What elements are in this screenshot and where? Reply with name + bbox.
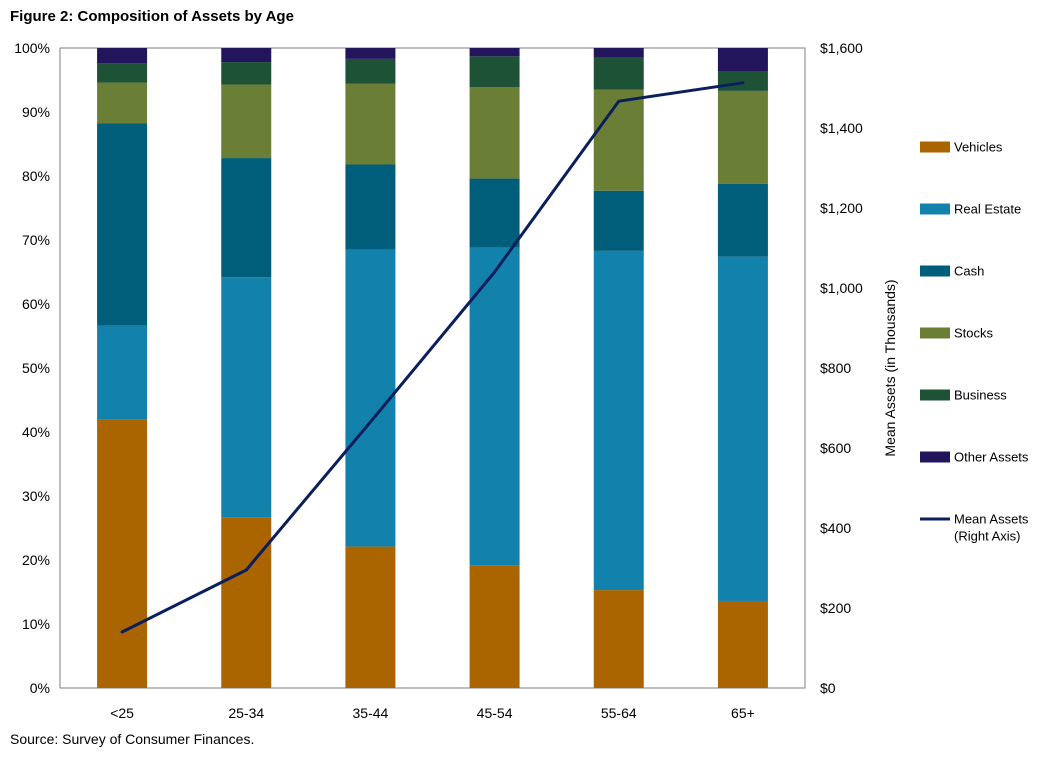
y2-tick-label: $800 [820,360,851,376]
bar-segment-vehicles [469,565,520,688]
bar-segment-vehicles [221,517,272,688]
y2-tick-label: $1,600 [820,40,863,56]
legend-swatch-other-assets [920,451,950,463]
x-axis: <25 25-34 35-44 45-54 55-64 65+ [110,705,755,721]
bar-segment-stocks [469,87,520,179]
bar-segment-stocks [593,89,644,191]
y2-tick-label: $400 [820,520,851,536]
legend-swatch-business [920,389,950,401]
y-tick-label: 10% [22,616,50,632]
bar-segment-cash [593,190,644,251]
bar-segment-other-assets [345,48,396,59]
bar-segment-real-estate [221,277,272,518]
y-tick-label: 40% [22,424,50,440]
bar-segment-business [345,58,396,84]
x-tick-label: 35-44 [353,705,389,721]
plot-area-border [59,47,806,689]
bar-segment-cash [717,183,768,257]
bar-segment-real-estate [593,250,644,591]
legend-swatch-cash [920,265,950,277]
bar-segment-vehicles [97,419,148,688]
legend-swatch-stocks [920,327,950,339]
legend-swatch-real-estate [920,203,950,215]
y2-axis-label: Mean Assets (in Thousands) [882,279,898,456]
y-tick-label: 70% [22,232,50,248]
chart-title: Figure 2: Composition of Assets by Age [10,8,294,25]
mean-assets-point [493,270,497,274]
y2-tick-label: $1,200 [820,200,863,216]
bar-segment-other-assets [593,48,644,58]
y-tick-label: 30% [22,488,50,504]
legend-label-vehicles: Vehicles [954,140,1003,155]
x-tick-label: 45-54 [477,705,513,721]
mean-assets-point [368,420,372,424]
legend-label-real-estate: Real Estate [954,202,1021,217]
mean-assets-point [244,568,248,572]
y-tick-label: 50% [22,360,50,376]
legend: Vehicles Real Estate Cash Stocks Business Oth… [920,140,1029,544]
chart-source: Source: Survey of Consumer Finances. [10,731,255,747]
bar-segment-business [469,56,520,88]
bar-segment-vehicles [717,600,768,688]
bar-segment-business [97,63,148,83]
x-tick-label: 65+ [731,705,755,721]
bar-segment-cash [221,158,272,278]
legend-label-stocks: Stocks [954,326,994,341]
y2-tick-label: $0 [820,680,836,696]
legend-label-business: Business [954,388,1007,403]
bar-segment-business [221,62,272,85]
mean-assets-point [120,630,124,634]
bar-segment-stocks [97,82,148,124]
y-tick-label: 80% [22,168,50,184]
bar-segment-real-estate [97,325,148,420]
mean-assets-line [121,81,744,634]
left-axis: 0% 10% 20% 30% 40% 50% 60% 70% 80% 90% 100% [14,40,50,696]
bar-segment-business [717,71,768,91]
mean-assets-point [741,81,745,85]
bar-segment-other-assets [97,48,148,64]
bar-segment-vehicles [345,546,396,688]
legend-label-mean-assets: (Right Axis) [954,529,1020,544]
y2-tick-label: $1,400 [820,120,863,136]
y2-tick-label: $200 [820,600,851,616]
x-tick-label: 25-34 [228,705,264,721]
right-axis: $0 $200 $400 $600 $800 $1,000 $1,200 $1,400 $1,6… [820,40,863,696]
bar-segment-stocks [717,90,768,184]
bar-segment-real-estate [717,256,768,601]
legend-label-other-assets: Other Assets [954,450,1029,465]
bar-segment-real-estate [469,247,520,566]
bar-segment-other-assets [717,48,768,72]
y-tick-label: 100% [14,40,50,56]
mean-assets-point [617,99,621,103]
x-tick-label: <25 [110,705,134,721]
bar-segment-stocks [345,83,396,165]
bar-segment-other-assets [469,48,520,57]
legend-label-mean-assets: Mean Assets [954,512,1029,527]
mean-assets-layer [120,81,745,634]
bar-segment-vehicles [593,590,644,688]
bar-segment-stocks [221,84,272,159]
bar-segment-business [593,57,644,90]
legend-label-cash: Cash [954,264,984,279]
bar-segment-cash [97,123,148,326]
y2-tick-label: $600 [820,440,851,456]
x-tick-label: 55-64 [601,705,637,721]
y-tick-label: 20% [22,552,50,568]
y-tick-label: 60% [22,296,50,312]
legend-swatch-vehicles [920,141,950,153]
y-tick-label: 90% [22,104,50,120]
y2-tick-label: $1,000 [820,280,863,296]
bar-stacks [97,48,768,688]
bar-segment-cash [345,164,396,250]
y-tick-label: 0% [30,680,50,696]
bar-segment-real-estate [345,249,396,547]
bar-segment-other-assets [221,48,272,63]
bar-segment-cash [469,178,520,248]
